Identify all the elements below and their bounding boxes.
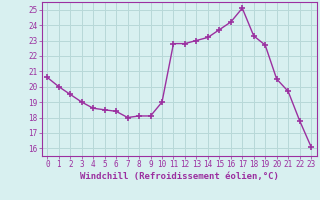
X-axis label: Windchill (Refroidissement éolien,°C): Windchill (Refroidissement éolien,°C) — [80, 172, 279, 181]
